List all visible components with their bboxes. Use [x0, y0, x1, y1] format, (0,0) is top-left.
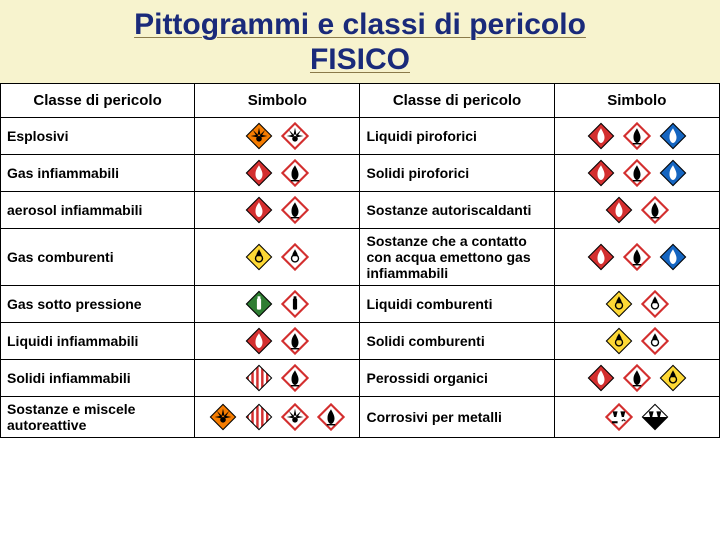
adr_red_flame-icon: [603, 196, 635, 224]
adr_yellow_oxid-icon: [603, 290, 635, 318]
sym-left: [195, 286, 360, 323]
class-left: Sostanze e miscele autoreattive: [1, 397, 195, 438]
table-row: Esplosivi Liquidi piroforici: [1, 118, 720, 155]
class-left: Gas infiammabili: [1, 155, 195, 192]
class-left: aerosol infiammabili: [1, 192, 195, 229]
class-right: Liquidi piroforici: [360, 118, 554, 155]
adr_red_flame-icon: [585, 364, 617, 392]
ghs_flame-icon: [279, 364, 311, 392]
th-sym-1: Simbolo: [195, 84, 360, 118]
ghs_cylinder-icon: [279, 290, 311, 318]
sym-left: [195, 323, 360, 360]
class-right: Corrosivi per metalli: [360, 397, 554, 438]
class-right: Liquidi comburenti: [360, 286, 554, 323]
ghs_explode-icon: [279, 122, 311, 150]
adr_stripes-icon: [243, 403, 275, 431]
adr_stripes-icon: [243, 364, 275, 392]
table-row: Sostanze e miscele autoreattive Corrosiv…: [1, 397, 720, 438]
table-body: Esplosivi Liquidi piroforici Gas infiamm…: [1, 118, 720, 438]
adr_corrosive-icon: [639, 403, 671, 431]
sym-left: [195, 397, 360, 438]
table-row: Gas sotto pressione Liquidi comburenti: [1, 286, 720, 323]
adr_red_flame-icon: [243, 196, 275, 224]
th-class-2: Classe di pericolo: [360, 84, 554, 118]
adr_red_flame-icon: [585, 122, 617, 150]
sym-right: [554, 397, 719, 438]
adr_red_flame-icon: [243, 159, 275, 187]
ghs_oxid-icon: [279, 243, 311, 271]
sym-right: [554, 323, 719, 360]
table-row: Liquidi infiammabili Solidi comburenti: [1, 323, 720, 360]
ghs_flame-icon: [621, 243, 653, 271]
class-left: Solidi infiammabili: [1, 360, 195, 397]
sym-left: [195, 229, 360, 286]
sym-left: [195, 192, 360, 229]
sym-right: [554, 229, 719, 286]
ghs_corrosive-icon: [603, 403, 635, 431]
ghs_flame-icon: [639, 196, 671, 224]
sym-left: [195, 155, 360, 192]
ghs_flame-icon: [279, 327, 311, 355]
ghs_explode-icon: [279, 403, 311, 431]
title-line-1: Pittogrammi e classi di pericolo: [134, 8, 586, 41]
adr_orange_explode-icon: [243, 122, 275, 150]
title-banner: Pittogrammi e classi di pericolo FISICO: [0, 0, 720, 83]
hazard-table: Classe di pericolo Simbolo Classe di per…: [0, 83, 720, 438]
sym-right: [554, 286, 719, 323]
class-right: Perossidi organici: [360, 360, 554, 397]
adr_red_flame-icon: [585, 243, 617, 271]
class-left: Gas comburenti: [1, 229, 195, 286]
class-left: Esplosivi: [1, 118, 195, 155]
sym-right: [554, 192, 719, 229]
th-class-1: Classe di pericolo: [1, 84, 195, 118]
table-row: Solidi infiammabili Perossidi organici: [1, 360, 720, 397]
sym-left: [195, 118, 360, 155]
ghs_flame-icon: [315, 403, 347, 431]
table-row: Gas comburenti Sostanze che a contatto c…: [1, 229, 720, 286]
sym-right: [554, 155, 719, 192]
ghs_flame-icon: [279, 196, 311, 224]
ghs_oxid-icon: [639, 290, 671, 318]
table-row: Gas infiammabili Solidi piroforici: [1, 155, 720, 192]
adr_blue-icon: [657, 122, 689, 150]
class-left: Gas sotto pressione: [1, 286, 195, 323]
adr_yellow_oxid-icon: [657, 364, 689, 392]
class-left: Liquidi infiammabili: [1, 323, 195, 360]
class-right: Sostanze che a contatto con acqua emetto…: [360, 229, 554, 286]
title-line-2: FISICO: [310, 43, 410, 76]
ghs_flame-icon: [279, 159, 311, 187]
ghs_flame-icon: [621, 364, 653, 392]
adr_red_flame-icon: [585, 159, 617, 187]
adr_blue-icon: [657, 243, 689, 271]
adr_red_flame-icon: [243, 327, 275, 355]
adr_orange_explode-icon: [207, 403, 239, 431]
adr_green_gas-icon: [243, 290, 275, 318]
ghs_flame-icon: [621, 159, 653, 187]
adr_yellow_oxid-icon: [603, 327, 635, 355]
adr_yellow_oxid-icon: [243, 243, 275, 271]
adr_blue-icon: [657, 159, 689, 187]
th-sym-2: Simbolo: [554, 84, 719, 118]
sym-right: [554, 360, 719, 397]
sym-right: [554, 118, 719, 155]
class-right: Solidi comburenti: [360, 323, 554, 360]
class-right: Sostanze autoriscaldanti: [360, 192, 554, 229]
table-head: Classe di pericolo Simbolo Classe di per…: [1, 84, 720, 118]
ghs_oxid-icon: [639, 327, 671, 355]
class-right: Solidi piroforici: [360, 155, 554, 192]
table-row: aerosol infiammabili Sostanze autoriscal…: [1, 192, 720, 229]
ghs_flame-icon: [621, 122, 653, 150]
page-title: Pittogrammi e classi di pericolo FISICO: [0, 8, 720, 77]
sym-left: [195, 360, 360, 397]
